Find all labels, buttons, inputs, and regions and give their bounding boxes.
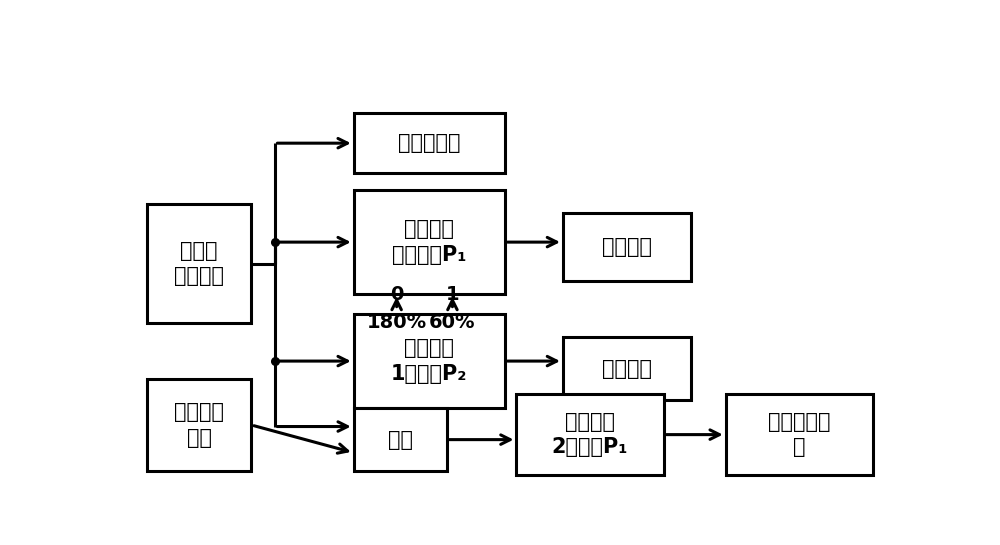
Bar [516, 394, 664, 475]
Bar [147, 204, 251, 323]
Text: 开延时器
2，延时P₁: 开延时器 2，延时P₁ [552, 412, 628, 457]
Text: 脉冲延时
器，延时P₁: 脉冲延时 器，延时P₁ [392, 219, 466, 265]
Text: 抱闸开始打
开: 抱闸开始打 开 [768, 412, 830, 457]
Bar [354, 190, 505, 294]
Bar [563, 337, 691, 401]
Text: 180%: 180% [367, 313, 427, 331]
Text: 开延时器
1，延时P₂: 开延时器 1，延时P₂ [391, 338, 467, 384]
Bar [147, 379, 251, 471]
Bar [354, 113, 505, 173]
Bar [354, 314, 505, 408]
Text: 抱闸打开
条件: 抱闸打开 条件 [174, 402, 224, 448]
Text: 附加频率: 附加频率 [602, 359, 652, 379]
Bar [563, 213, 691, 281]
Text: 与门: 与门 [388, 429, 413, 450]
Text: 0: 0 [390, 285, 403, 304]
Text: 1: 1 [446, 285, 459, 304]
Text: 变频器启动: 变频器启动 [398, 133, 460, 153]
Text: 转矩限幅: 转矩限幅 [602, 237, 652, 257]
Bar [726, 394, 873, 475]
Text: 60%: 60% [429, 313, 476, 331]
Bar [354, 408, 447, 471]
Text: 起重机
启动命令: 起重机 启动命令 [174, 241, 224, 287]
